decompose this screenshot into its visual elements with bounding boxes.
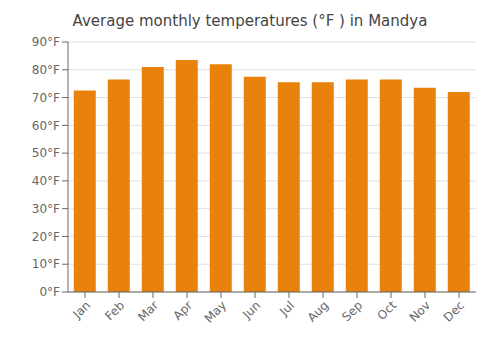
svg-text:40°F: 40°F	[32, 174, 60, 188]
svg-text:Jul: Jul	[276, 298, 297, 319]
svg-text:10°F: 10°F	[32, 257, 60, 271]
svg-text:Nov: Nov	[407, 298, 433, 324]
svg-text:Aug: Aug	[305, 298, 331, 324]
svg-text:70°F: 70°F	[32, 91, 60, 105]
svg-text:Oct: Oct	[375, 298, 400, 323]
html-text:Average monthly temperatures (: Average monthly temperatures (°F ) in Ma…	[72, 12, 428, 30]
svg-text:30°F: 30°F	[32, 202, 60, 216]
svg-text:Feb: Feb	[102, 298, 127, 323]
svg-text:Dec: Dec	[441, 298, 467, 324]
svg-text:20°F: 20°F	[32, 230, 60, 244]
svg-text:May: May	[202, 298, 229, 325]
svg-text:Apr: Apr	[171, 298, 196, 323]
svg-text:80°F: 80°F	[32, 63, 60, 77]
svg-text:90°F: 90°F	[32, 35, 60, 49]
svg-text:Jun: Jun	[239, 298, 263, 322]
svg-text:Jan: Jan	[69, 298, 93, 322]
svg-text:50°F: 50°F	[32, 146, 60, 160]
svg-text:Sep: Sep	[339, 298, 365, 324]
svg-text:0°F: 0°F	[39, 285, 60, 299]
svg-text:60°F: 60°F	[32, 119, 60, 133]
svg-text:Mar: Mar	[135, 298, 161, 324]
